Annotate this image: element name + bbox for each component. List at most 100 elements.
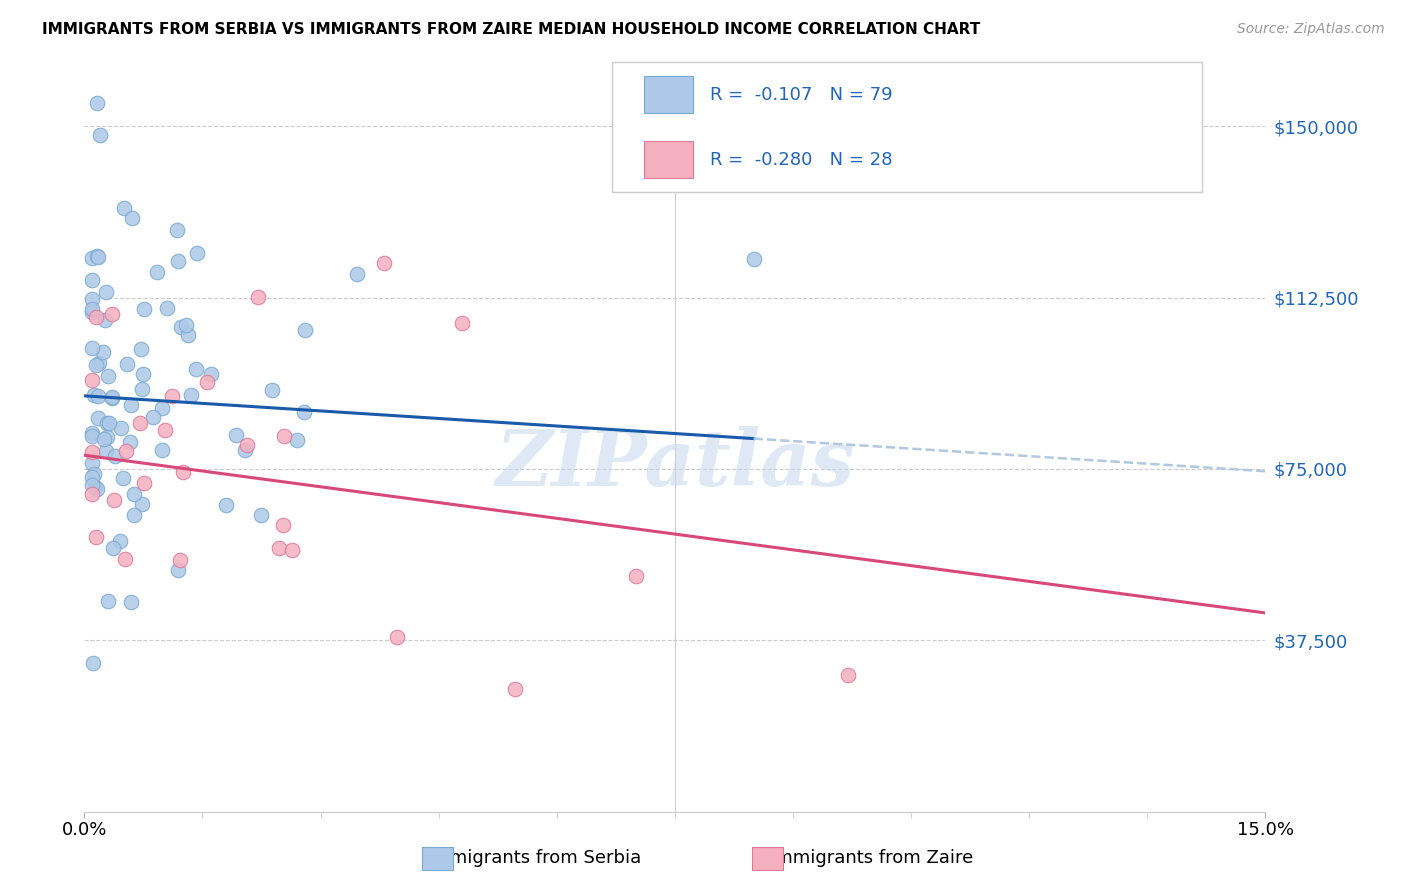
Point: [250, 508, 273, 522]
Point: [97, 368, 120, 383]
Point: [114, 551, 136, 566]
Point: [166, 223, 188, 237]
Point: [89, 356, 111, 370]
Point: [195, 375, 218, 389]
Point: [82, 373, 104, 387]
Point: [142, 409, 165, 424]
Text: ZIPatlas: ZIPatlas: [495, 425, 855, 502]
Text: Source: ZipAtlas.com: Source: ZipAtlas.com: [1237, 22, 1385, 37]
Point: [132, 476, 155, 491]
Point: [82, 456, 104, 470]
Point: [86, 96, 108, 111]
Point: [83, 387, 105, 401]
Point: [87, 250, 110, 264]
Point: [131, 497, 153, 511]
Point: [837, 667, 859, 681]
Point: [150, 401, 173, 416]
Point: [176, 318, 198, 332]
Point: [82, 478, 104, 492]
Point: [89, 128, 111, 143]
Point: [82, 301, 104, 316]
Point: [82, 429, 104, 443]
Point: [215, 498, 238, 512]
Point: [82, 273, 104, 287]
Point: [292, 405, 315, 419]
Point: [170, 320, 193, 334]
Point: [121, 211, 143, 225]
Point: [285, 434, 308, 448]
Point: [146, 265, 169, 279]
Point: [451, 316, 474, 330]
Point: [235, 438, 257, 452]
Point: [346, 267, 368, 281]
Point: [273, 429, 295, 443]
Point: [132, 301, 155, 316]
Point: [166, 253, 188, 268]
Text: IMMIGRANTS FROM SERBIA VS IMMIGRANTS FROM ZAIRE MEDIAN HOUSEHOLD INCOME CORRELAT: IMMIGRANTS FROM SERBIA VS IMMIGRANTS FRO…: [42, 22, 980, 37]
Point: [117, 357, 139, 371]
Point: [86, 248, 108, 262]
Point: [129, 342, 152, 356]
Point: [82, 487, 104, 501]
Point: [94, 313, 117, 327]
Point: [111, 470, 134, 484]
Point: [260, 383, 283, 397]
Point: [132, 367, 155, 381]
Point: [271, 518, 294, 533]
Point: [98, 417, 121, 431]
Point: [172, 465, 194, 479]
Point: [120, 398, 142, 412]
Point: [101, 390, 124, 404]
Point: [82, 426, 104, 441]
Point: [225, 427, 247, 442]
Point: [84, 480, 107, 494]
Point: [160, 389, 183, 403]
Text: Immigrants from Zaire: Immigrants from Zaire: [770, 849, 973, 867]
Point: [110, 420, 132, 434]
Point: [82, 341, 104, 355]
Point: [150, 443, 173, 458]
Point: [184, 361, 207, 376]
Point: [233, 442, 256, 457]
Point: [169, 553, 191, 567]
Point: [167, 563, 190, 577]
Point: [82, 305, 104, 319]
Point: [83, 467, 105, 482]
Point: [118, 434, 141, 449]
Point: [84, 358, 107, 372]
Point: [96, 416, 118, 430]
Point: [373, 256, 395, 270]
Point: [82, 657, 104, 671]
Point: [96, 430, 118, 444]
Point: [186, 245, 208, 260]
Point: [104, 449, 127, 463]
Point: [97, 594, 120, 608]
Text: Immigrants from Serbia: Immigrants from Serbia: [427, 849, 641, 867]
Point: [155, 301, 177, 316]
Point: [101, 541, 124, 555]
Point: [129, 416, 152, 430]
Text: R =  -0.107   N = 79: R = -0.107 N = 79: [710, 86, 893, 103]
Point: [153, 423, 176, 437]
Point: [122, 487, 145, 501]
Point: [385, 630, 408, 644]
Point: [87, 389, 110, 403]
Point: [103, 493, 125, 508]
Point: [82, 292, 104, 306]
Point: [177, 327, 200, 342]
Point: [112, 202, 135, 216]
Point: [624, 569, 647, 583]
Point: [742, 252, 765, 266]
Point: [281, 543, 304, 558]
Point: [86, 482, 108, 496]
Point: [269, 541, 291, 556]
Point: [246, 290, 269, 304]
Point: [91, 344, 114, 359]
Point: [94, 444, 117, 458]
Point: [294, 323, 316, 337]
Point: [120, 595, 142, 609]
Point: [94, 285, 117, 300]
Point: [101, 307, 124, 321]
Point: [503, 681, 526, 696]
Point: [180, 388, 202, 402]
